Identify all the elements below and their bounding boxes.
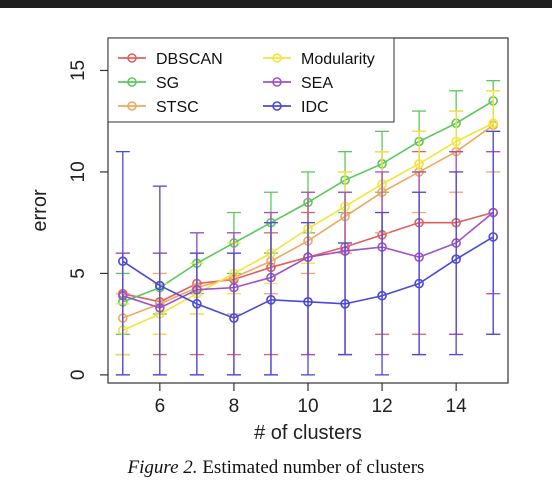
legend-label: SEA (301, 75, 333, 92)
data-point (488, 232, 498, 242)
figure-number: Figure 2. (127, 457, 198, 478)
data-point (303, 297, 313, 307)
legend-label: IDC (301, 99, 329, 116)
legend-swatch-marker (127, 53, 137, 63)
legend-item-stsc: STSC (118, 99, 199, 116)
figure-caption: Figure 2. Estimated number of clusters (0, 457, 552, 479)
legend-swatch-marker (272, 53, 282, 63)
legend-label: STSC (156, 99, 199, 116)
figure-caption-text: Estimated number of clusters (202, 457, 425, 478)
data-point (377, 290, 387, 301)
legend-swatch-marker (127, 101, 137, 111)
error-bar (263, 222, 278, 376)
x-tick-label: 14 (446, 396, 468, 417)
x-tick-label: 6 (155, 396, 166, 417)
legend-label: SG (156, 75, 179, 92)
legend-item-sg: SG (118, 75, 179, 92)
data-point (229, 313, 239, 323)
data-point (340, 299, 350, 309)
legend-box (107, 37, 395, 123)
legend-swatch-marker (272, 101, 282, 111)
legend-swatch-marker (127, 77, 137, 87)
x-tick-label: 8 (229, 396, 240, 417)
error-bar (152, 185, 167, 376)
y-tick-label: 15 (68, 60, 89, 81)
y-tick-label: 10 (68, 161, 89, 182)
error-bar (115, 150, 130, 376)
legend-item-dbscan: DBSCAN (118, 51, 223, 68)
data-point (118, 256, 128, 267)
y-tick-label: 0 (68, 370, 89, 381)
data-point (192, 299, 202, 309)
error-bar (189, 252, 204, 376)
legend-label: DBSCAN (156, 51, 223, 68)
legend-item-idc: IDC (263, 99, 329, 116)
error-bar (375, 211, 390, 376)
series-idc (115, 130, 501, 376)
data-point (155, 280, 165, 291)
legend: DBSCAN SG STSC Modularity SEA IDC (107, 37, 395, 123)
series-line (122, 236, 494, 319)
data-point (451, 254, 461, 265)
x-axis-label: # of clusters (254, 422, 362, 444)
error-bar (301, 222, 315, 376)
legend-item-sea: SEA (263, 75, 333, 92)
data-point (414, 159, 424, 169)
y-axis-label: error (29, 189, 51, 232)
legend-item-modularity: Modularity (263, 51, 375, 68)
data-point (488, 118, 498, 129)
x-tick-label: 12 (372, 396, 393, 417)
data-point (414, 278, 424, 289)
data-point (266, 294, 276, 305)
top-edge-bar (0, 0, 552, 8)
error-bar (412, 191, 427, 356)
y-tick-label: 5 (68, 268, 89, 279)
error-chart: 6 8 10 12 14 0 5 10 15 # of clusters error DBSCAN SG… (29, 37, 509, 444)
legend-swatch-marker (272, 77, 282, 87)
legend-label: Modularity (301, 51, 375, 68)
error-bar (338, 242, 353, 356)
data-point (451, 136, 461, 147)
x-tick-label: 10 (297, 396, 318, 417)
